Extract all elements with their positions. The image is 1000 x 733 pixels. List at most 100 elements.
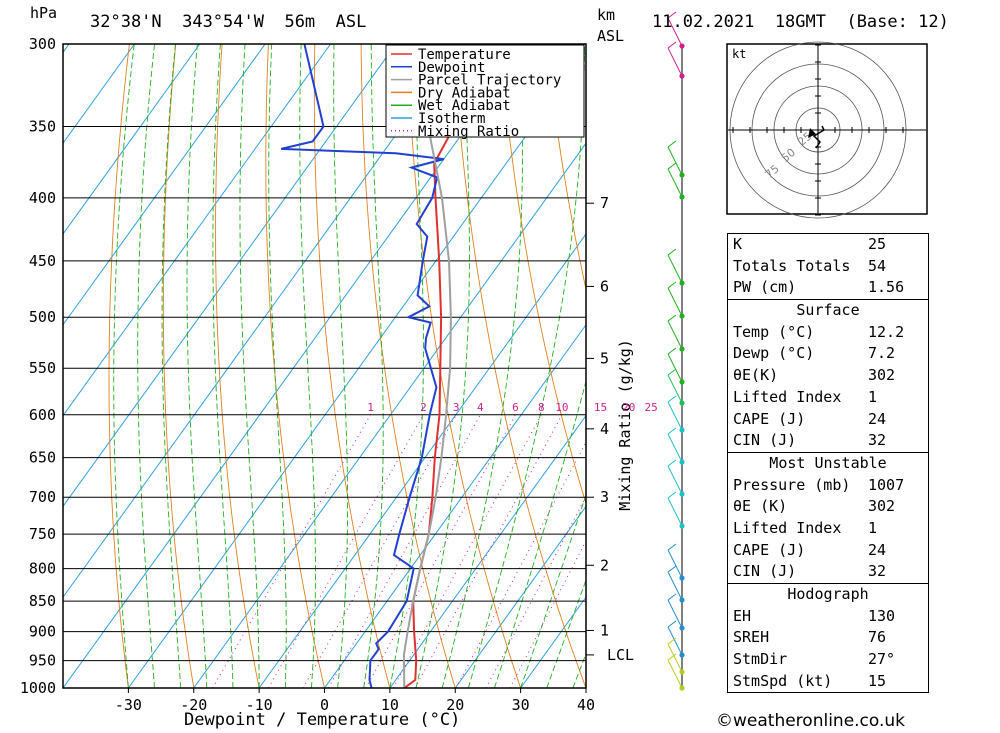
pressure-tick-label: 550	[29, 359, 56, 377]
mixing-ratio-label: 6	[512, 401, 519, 414]
wind-barb-flag	[667, 281, 677, 289]
legend-label: Parcel Trajectory	[418, 73, 561, 89]
x-tick-label: -20	[180, 696, 207, 714]
isotherm-line	[63, 44, 201, 235]
indices-table: K 25 Totals Totals 54 PW (cm) 1.56 Surface Te…	[727, 233, 929, 694]
hodograph-index-label: SREH	[733, 628, 770, 647]
storm-motion-marker	[808, 128, 816, 138]
wind-barb-flag	[667, 347, 677, 355]
pressure-tick-label: 400	[29, 189, 56, 207]
surface-index-label: CAPE (J)	[733, 409, 806, 428]
wind-barb-staff	[667, 659, 683, 689]
x-tick-label: -30	[115, 696, 142, 714]
wet-adiabat-line	[467, 44, 586, 688]
wet-adiabat-line	[186, 44, 208, 688]
hodograph-box	[726, 43, 928, 215]
index-value: 1.56	[868, 278, 905, 297]
pressure-tick-label: 350	[29, 117, 56, 135]
pressure-tick-label: 850	[29, 592, 56, 610]
isotherm-line	[454, 505, 586, 688]
wind-barb-staff	[667, 17, 683, 47]
index-row: K 25	[728, 234, 928, 256]
wind-barb-staff	[667, 433, 683, 463]
pressure-unit-label: hPa	[30, 4, 58, 22]
most-unstable-index-value: 302	[868, 497, 896, 516]
wind-barb-staff	[667, 497, 683, 527]
x-tick-label: 20	[446, 696, 464, 714]
wind-barb-flag	[667, 491, 677, 499]
legend-label: Wet Adiabat	[418, 98, 511, 114]
mixing-ratio-line	[392, 414, 542, 688]
legend-label: Dewpoint	[418, 60, 485, 76]
most-unstable-index-row: θE (K) 302	[728, 496, 928, 518]
wet-adiabat-line	[239, 44, 260, 688]
pressure-tick-label: 950	[29, 652, 56, 670]
most-unstable-index-value: 1007	[868, 475, 905, 494]
surface-index-row: θE(K) 302	[728, 365, 928, 387]
pressure-tick-label: 750	[29, 525, 56, 543]
wind-barb-staff	[667, 374, 683, 404]
pressure-tick-label: 600	[29, 406, 56, 424]
pressure-tick-label: 650	[29, 449, 56, 467]
surface-index-row: Lifted Index 1	[728, 387, 928, 409]
mixing-ratio-label: 15	[594, 401, 607, 414]
most-unstable-index-value: 32	[868, 562, 887, 581]
km-tick-label: 1	[600, 621, 609, 639]
mixing-ratio-line	[455, 441, 586, 688]
legend-label: Temperature	[418, 47, 511, 63]
mixing-ratio-label: 20	[622, 401, 635, 414]
hodograph-unit: kt	[732, 47, 746, 61]
wind-barb-staff	[667, 599, 683, 629]
hodograph-index-value: 76	[868, 628, 887, 647]
pressure-tick-label: 800	[29, 560, 56, 578]
surface-index-label: θE(K)	[733, 366, 779, 385]
surface-index-value: 7.2	[868, 344, 896, 363]
index-label: PW (cm)	[733, 278, 797, 297]
wind-barb-staff	[667, 626, 683, 656]
wind-barb-staff	[667, 47, 683, 77]
most-unstable-index-value: 24	[868, 540, 887, 559]
hodograph-index-row: EH 130	[728, 606, 928, 628]
mixing-ratio-label: 3	[453, 401, 460, 414]
most-unstable-index-label: CAPE (J)	[733, 540, 806, 559]
hodograph-index-value: 130	[868, 606, 896, 625]
wet-adiabat-line	[137, 44, 155, 688]
mixing-ratio-label: 1	[367, 401, 374, 414]
mixing-ratio-label: 25	[645, 401, 658, 414]
wind-barb-staff	[667, 168, 683, 198]
most-unstable-index-row: CAPE (J) 24	[728, 540, 928, 562]
mixing-ratio-label: 4	[477, 401, 484, 414]
isotherm-line	[389, 414, 586, 688]
wind-barb-staff	[667, 643, 683, 673]
mixing-ratio-label: 8	[538, 401, 545, 414]
asl-unit-label: ASL	[597, 27, 625, 45]
surface-index-value: 1	[868, 387, 878, 406]
wind-barb-staff	[667, 465, 683, 495]
hodograph-title: Hodograph	[787, 585, 869, 603]
km-unit-label: km	[597, 6, 616, 24]
isotherm-line	[0, 44, 4, 688]
km-tick-label: 5	[600, 349, 609, 367]
wind-barb-flag	[667, 162, 677, 170]
wind-barb-staff	[667, 254, 683, 284]
dry-adiabat-line	[162, 44, 195, 688]
hodograph-index-row: SREH 76	[728, 627, 928, 649]
most-unstable-title: Most Unstable	[769, 453, 887, 472]
surface-index-value: 302	[868, 366, 896, 385]
most-unstable-index-label: θE (K)	[733, 497, 788, 516]
isotherm-line	[258, 233, 586, 688]
isotherm-line	[63, 44, 331, 417]
pressure-tick-label: 500	[29, 308, 56, 326]
mixing-ratio-line	[328, 414, 481, 688]
most-unstable-index-row: Pressure (mb) 1007	[728, 475, 928, 497]
hodograph-index-row: StmSpd (kt) 15	[728, 671, 928, 693]
isotherm-line	[63, 44, 462, 599]
wind-barb-staff	[667, 571, 683, 601]
km-tick-label: 3	[600, 488, 609, 506]
x-tick-label: 10	[381, 696, 399, 714]
hodograph-index-row: StmDir 27°	[728, 649, 928, 671]
wind-barb-flag	[667, 41, 677, 49]
dry-adiabat-line	[407, 44, 522, 688]
wind-barb-flag	[667, 637, 677, 645]
surface-index-label: Dewp (°C)	[733, 344, 815, 363]
